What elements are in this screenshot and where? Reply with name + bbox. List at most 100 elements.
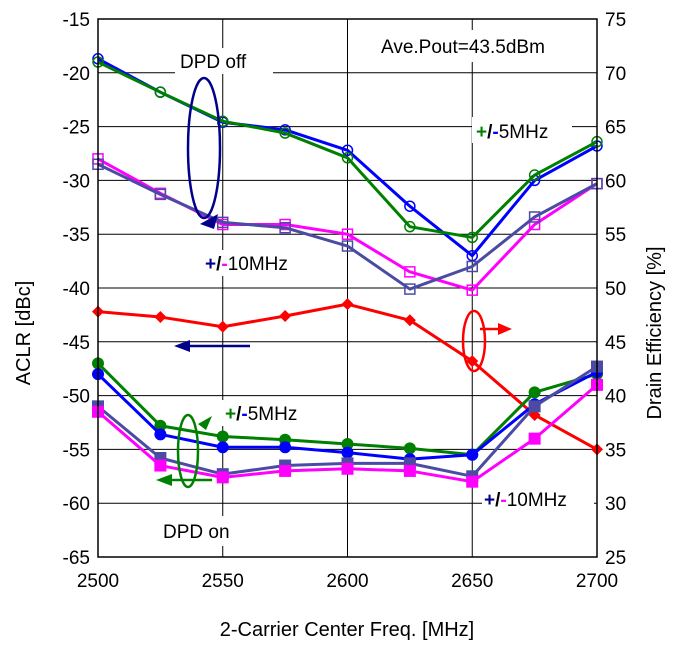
data-point — [279, 127, 291, 139]
left-tick-label: -40 — [63, 279, 90, 300]
right-tick-label: 45 — [605, 333, 626, 354]
pout-annotation-bg — [374, 30, 596, 62]
data-point — [341, 446, 354, 459]
data-point — [466, 249, 478, 262]
svg-text:+/-10MHz: +/-10MHz — [484, 490, 567, 511]
data-point — [466, 260, 478, 273]
series-3-line — [97, 162, 598, 291]
pm10-top-plus: + — [205, 254, 216, 275]
data-point — [217, 216, 229, 229]
data-point — [403, 442, 416, 455]
data-point — [341, 462, 354, 475]
series-1-line — [97, 60, 598, 239]
left-tick-label: -20 — [63, 64, 90, 85]
pm5-bottom-label: +/-5MHz — [222, 400, 322, 426]
left-axis-arrow-blue — [174, 340, 250, 352]
data-point — [466, 231, 478, 244]
data-point — [528, 386, 541, 399]
data-point — [279, 441, 292, 454]
right-tick-label: 35 — [605, 440, 626, 461]
series-3 — [92, 158, 603, 295]
left-axis-arrow-green-head — [156, 474, 172, 486]
left-tick-label: -15 — [63, 10, 90, 31]
left-tick-label: -55 — [63, 440, 90, 461]
data-point — [279, 464, 292, 477]
left-tick-label: -65 — [63, 548, 90, 569]
data-point — [341, 228, 354, 240]
data-point — [404, 283, 416, 295]
right-axis-title: Drain Efficiency [%] — [644, 246, 666, 419]
pm5-bottom-slash: / — [236, 404, 242, 425]
svg-text:+/-10MHz: +/-10MHz — [205, 254, 288, 275]
data-point — [216, 430, 229, 443]
right-axis-arrow-red — [461, 309, 512, 373]
right-axis-arrow-red-head — [498, 323, 512, 335]
data-point — [403, 464, 416, 477]
dpd-on-label-bg — [160, 516, 248, 546]
series-1 — [92, 56, 603, 244]
data-point — [404, 200, 416, 212]
data-point — [341, 240, 354, 252]
dpd-off-annotation: DPD off — [175, 48, 273, 229]
data-point — [154, 86, 167, 98]
right-tick-label: 65 — [605, 118, 626, 139]
data-point — [216, 471, 229, 484]
x-tick-label: 2500 — [77, 571, 119, 592]
pm5-bottom-minus: - — [241, 404, 247, 425]
data-point — [154, 428, 167, 441]
pm5-top-label-bg — [472, 117, 572, 143]
data-point — [216, 441, 229, 454]
pm10-top-rest: 10MHz — [228, 254, 288, 275]
dpd-off-label: DPD off — [180, 52, 247, 73]
pm10-top-slash: / — [216, 254, 222, 275]
pm5-top-minus: - — [492, 122, 498, 143]
series-4 — [92, 298, 603, 456]
data-point — [216, 320, 229, 333]
data-point — [528, 169, 541, 181]
x-tick-label: 2550 — [202, 571, 244, 592]
right-tick-label: 30 — [605, 494, 626, 515]
left-tick-label: -50 — [63, 387, 90, 408]
left-tick-label: -45 — [63, 333, 90, 354]
data-point — [279, 124, 291, 136]
pm10-bottom-slash: / — [495, 490, 501, 511]
data-point — [404, 266, 416, 278]
data-point — [404, 220, 416, 233]
left-axis-title: ACLR [dBc] — [13, 281, 35, 385]
right-tick-label: 60 — [605, 171, 626, 192]
left-tick-label: -60 — [63, 494, 90, 515]
pm5-top-slash: / — [487, 122, 493, 143]
data-point — [466, 448, 479, 461]
left-tick-label: -25 — [63, 118, 90, 139]
pm10-bottom-label: +/-10MHz — [482, 486, 594, 512]
pm5-bottom-rest: 5MHz — [248, 404, 298, 425]
dpd-off-ellipse-arrowhead — [200, 214, 218, 229]
left-axis-arrow-green — [156, 474, 212, 486]
left-tick-label: -35 — [63, 225, 90, 246]
pm10-top-minus: - — [221, 254, 227, 275]
data-point — [341, 144, 354, 157]
plot-frame — [97, 18, 598, 558]
left-axis-arrow-blue-head — [174, 340, 190, 352]
svg-text:+/-5MHz: +/-5MHz — [225, 404, 297, 425]
tick-labels: -15-20-25-30-35-40-45-50-55-60-657570656… — [63, 10, 627, 592]
efficiency-ellipse — [461, 309, 487, 373]
pm5-top-plus: + — [476, 122, 487, 143]
data-point — [403, 314, 416, 327]
x-tick-label: 2700 — [576, 571, 618, 592]
data-point — [466, 284, 478, 296]
right-tick-label: 40 — [605, 387, 626, 408]
x-tick-label: 2650 — [451, 571, 493, 592]
data-point — [279, 309, 292, 322]
dpd-on-annotation: DPD on — [160, 413, 248, 546]
data-point — [154, 188, 167, 201]
data-point — [466, 475, 479, 488]
right-tick-label: 50 — [605, 279, 626, 300]
data-point — [154, 459, 167, 472]
right-tick-label: 55 — [605, 225, 626, 246]
pout-annotation: Ave.Pout=43.5dBm — [374, 30, 596, 62]
data-point — [341, 298, 354, 311]
x-axis-title: 2-Carrier Center Freq. [MHz] — [220, 619, 475, 641]
left-tick-label: -30 — [63, 171, 90, 192]
